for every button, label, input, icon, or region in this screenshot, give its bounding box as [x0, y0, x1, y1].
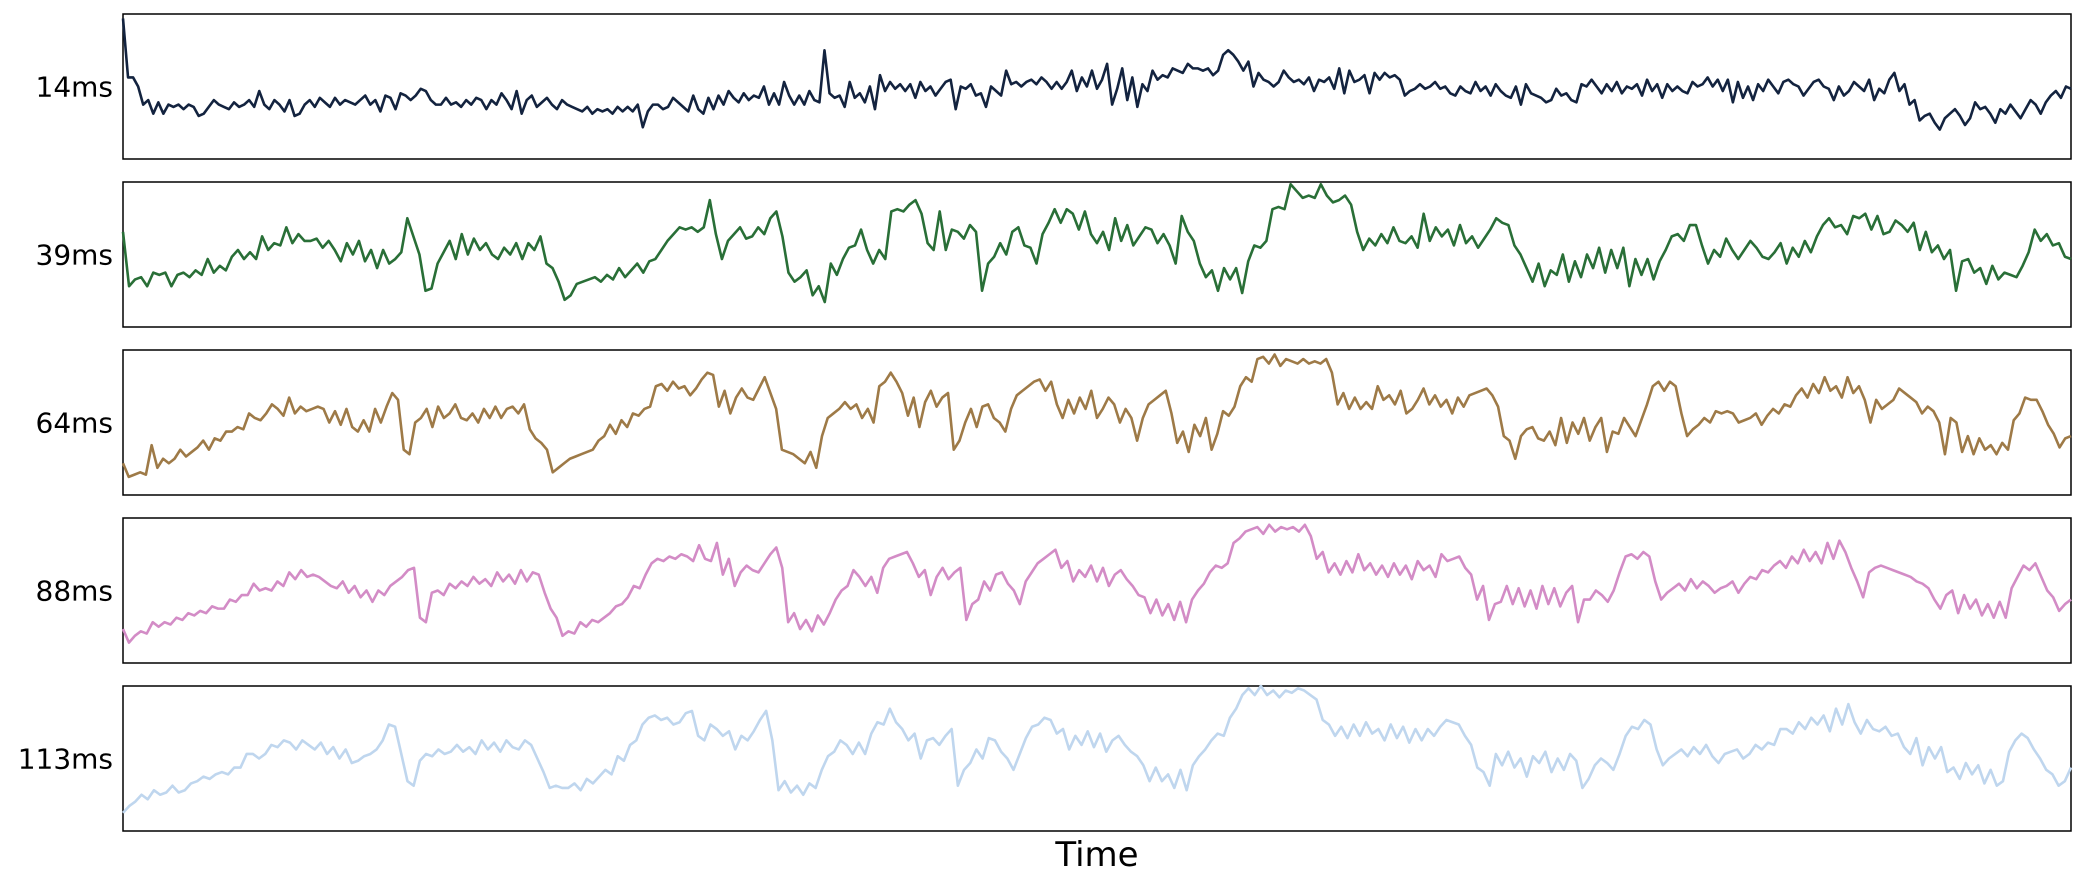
series-line-88ms: [121, 523, 2072, 644]
panel-label-14ms: 14ms: [36, 71, 114, 104]
series-line-113ms: [122, 684, 2073, 814]
panel-frame-14ms: [122, 13, 2072, 160]
series-line-14ms: [121, 18, 2072, 131]
panel-label-64ms: 64ms: [36, 407, 114, 440]
panel-frame-64ms: [122, 349, 2072, 496]
panel-label-39ms: 39ms: [36, 239, 114, 272]
panel-frame-113ms: [122, 685, 2072, 832]
panel-frame-39ms: [122, 181, 2072, 328]
panel-label-113ms: 113ms: [18, 743, 113, 776]
x-axis-label: Time: [1054, 835, 1138, 875]
panel-label-88ms: 88ms: [36, 575, 114, 608]
series-line-64ms: [121, 353, 2072, 479]
series-line-39ms: [121, 182, 2072, 304]
panel-frame-88ms: [122, 517, 2072, 664]
